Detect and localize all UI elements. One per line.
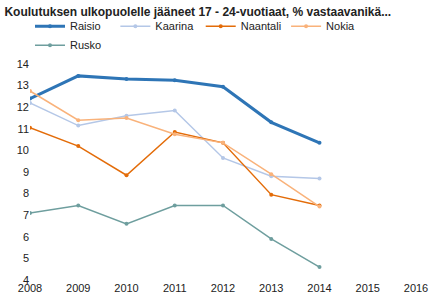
svg-text:Naantali: Naantali (241, 20, 281, 32)
svg-text:2012: 2012 (211, 282, 235, 294)
svg-text:4: 4 (23, 274, 29, 286)
svg-text:7: 7 (23, 209, 29, 221)
svg-text:2016: 2016 (404, 282, 428, 294)
svg-text:2011: 2011 (163, 282, 187, 294)
svg-text:12: 12 (17, 101, 29, 113)
svg-text:Raisio: Raisio (70, 20, 101, 32)
svg-text:2014: 2014 (307, 282, 331, 294)
svg-text:2015: 2015 (356, 282, 380, 294)
svg-text:2009: 2009 (66, 282, 90, 294)
svg-text:2013: 2013 (259, 282, 283, 294)
svg-text:2008: 2008 (18, 282, 42, 294)
svg-text:Rusko: Rusko (70, 39, 101, 51)
svg-text:Koulutuksen ulkopuolelle jääne: Koulutuksen ulkopuolelle jääneet 17 - 24… (4, 5, 391, 19)
svg-text:Nokia: Nokia (326, 20, 355, 32)
svg-text:11: 11 (18, 123, 29, 135)
svg-text:8: 8 (23, 187, 29, 199)
svg-text:10: 10 (17, 144, 29, 156)
svg-text:5: 5 (23, 252, 29, 264)
svg-text:9: 9 (23, 166, 29, 178)
svg-text:Kaarina: Kaarina (155, 20, 194, 32)
svg-text:2010: 2010 (114, 282, 138, 294)
svg-text:13: 13 (17, 79, 29, 91)
svg-text:14: 14 (17, 58, 29, 70)
svg-text:6: 6 (23, 231, 29, 243)
